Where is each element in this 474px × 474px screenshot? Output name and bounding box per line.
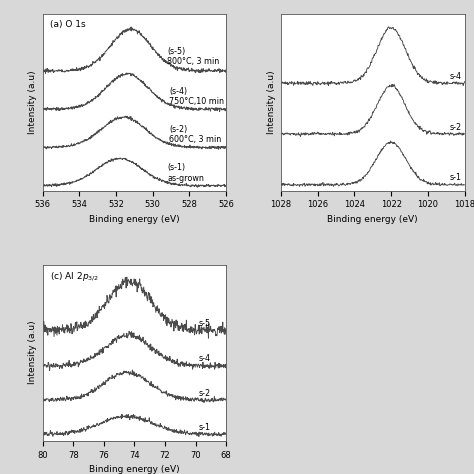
Text: s-1: s-1 (450, 173, 462, 182)
Y-axis label: Intensity (a.u): Intensity (a.u) (28, 71, 37, 134)
Y-axis label: Intensity (a.u): Intensity (a.u) (266, 71, 275, 134)
Text: s-2: s-2 (450, 123, 462, 132)
X-axis label: Binding energy (eV): Binding energy (eV) (89, 215, 180, 224)
Y-axis label: Intensity (a.u): Intensity (a.u) (28, 321, 37, 384)
Text: s-4: s-4 (199, 355, 210, 364)
Text: s-4: s-4 (450, 72, 462, 81)
X-axis label: Binding energy (eV): Binding energy (eV) (89, 465, 180, 474)
Text: (c) Al 2$p_{3/2}$: (c) Al 2$p_{3/2}$ (50, 270, 99, 283)
X-axis label: Binding energy (eV): Binding energy (eV) (328, 215, 418, 224)
Text: s-2: s-2 (199, 389, 210, 398)
Text: (s-2)
600°C, 3 min: (s-2) 600°C, 3 min (169, 125, 221, 144)
Text: (a) O 1s: (a) O 1s (50, 19, 86, 28)
Text: s-1: s-1 (199, 423, 210, 432)
Text: (s-1)
as-grown: (s-1) as-grown (167, 163, 204, 182)
Text: (s-5)
800°C, 3 min: (s-5) 800°C, 3 min (167, 47, 219, 66)
Text: (s-4)
750°C,10 min: (s-4) 750°C,10 min (169, 87, 224, 106)
Text: s-5: s-5 (199, 319, 210, 328)
